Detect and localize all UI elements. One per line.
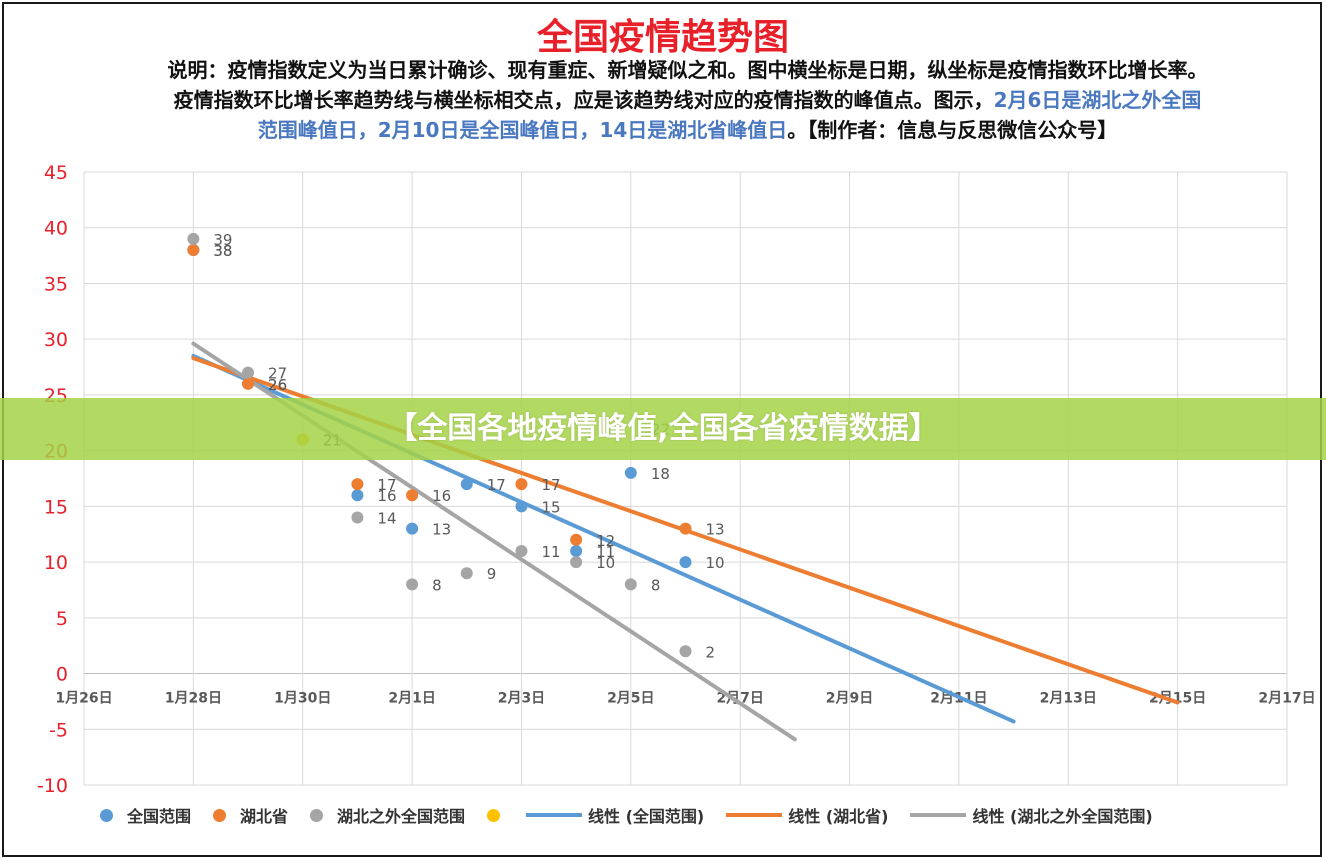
legend-label: 线性 (全国范围) [588,807,705,826]
data-point [351,511,364,524]
data-point [624,466,637,479]
data-label: 17 [541,476,560,494]
data-label: 18 [651,465,670,483]
chart-grid [83,171,1288,786]
legend-label: 线性 (湖北省) [788,807,889,826]
data-label: 38 [213,242,232,260]
legend-marker [487,808,501,822]
y-tick-label: 0 [56,664,68,686]
data-label: 2 [706,643,716,661]
y-tick-label: 15 [44,496,68,518]
chart-legend: 全国范围 湖北省 湖北之外全国范围 线性 (全国范围) 线性 (湖北省) 线性 (湖北之外… [100,800,1175,830]
data-point [187,232,200,245]
data-point [515,478,528,491]
legend-line [526,813,583,817]
y-tick-label: -5 [49,719,68,741]
y-tick-label: 30 [44,329,68,351]
x-tick-label: 1月30日 [274,691,331,707]
data-point [679,556,692,569]
data-point [351,478,364,491]
legend-item: 线性 (湖北之外全国范围) [910,803,1153,827]
data-point [624,578,637,591]
data-point [460,478,473,491]
data-label: 39 [213,231,232,249]
data-point [406,522,419,535]
legend-marker [213,808,227,822]
data-label: 16 [432,487,451,505]
data-label: 26 [268,376,287,394]
data-label: 8 [432,576,442,594]
y-tick-label: 5 [56,608,68,630]
data-label: 11 [596,543,615,561]
data-label: 9 [487,565,497,583]
legend-item: 湖北省 [213,803,288,827]
data-point [406,489,419,502]
chart-description: 说明：疫情指数定义为当日累计确诊、现有重症、新增疑似之和。图中横坐标是日期，纵坐… [165,55,1210,145]
data-label: 14 [377,510,396,528]
legend-label: 线性 (湖北之外全国范围) [972,807,1153,826]
y-tick-label: 40 [44,218,68,240]
banner-text: 【全国各地疫情峰值,全国各省疫情数据】 [387,411,939,446]
overlay-banner: 【全国各地疫情峰值,全国各省疫情数据】 [0,398,1326,460]
chart-title: 全国疫情趋势图 [536,17,789,58]
data-label: 8 [651,576,661,594]
y-tick-label: 35 [44,273,68,295]
legend-item: 湖北之外全国范围 [310,803,465,827]
legend-label: 全国范围 [127,807,192,826]
x-tick-label: 2月13日 [1040,691,1097,707]
data-point [679,522,692,535]
data-point [570,544,583,557]
data-label: 12 [596,532,615,550]
legend-line [910,813,967,817]
x-tick-label: 2月15日 [1149,691,1206,707]
data-point [242,377,255,390]
x-tick-label: 2月1日 [388,691,435,707]
x-tick-label: 2月5日 [607,691,654,707]
data-point [570,533,583,546]
data-label: 10 [706,554,725,572]
data-point [406,578,419,591]
legend-marker [100,808,113,822]
x-tick-label: 1月26日 [55,691,112,707]
y-tick-label: 45 [44,162,68,184]
x-tick-label: 2月17日 [1258,691,1315,707]
legend-label: 湖北省 [240,807,289,826]
x-tick-label: 1月28日 [165,691,222,707]
data-point [679,645,692,658]
legend-item: 线性 (全国范围) [526,803,704,827]
y-tick-label: -10 [37,775,68,797]
data-point [570,556,583,569]
legend-item: 线性 (湖北省) [726,803,888,827]
data-point [515,500,528,513]
legend-label: 湖北之外全国范围 [337,807,466,826]
data-label: 17 [487,476,506,494]
data-point [515,544,528,557]
data-label: 13 [432,521,451,539]
legend-item [487,808,514,822]
data-point [351,489,364,502]
data-label: 26 [268,376,287,394]
data-label: 15 [541,498,560,516]
legend-marker [310,808,324,822]
data-label: 27 [268,365,287,383]
data-label: 16 [377,487,396,505]
legend-line [726,813,783,817]
description-highlight: 2月6日是湖北之外全国范围峰值日，2月10日是全国峰值日，14日是湖北省峰值日 [257,88,1202,142]
data-label: 11 [541,543,560,561]
x-tick-label: 2月3日 [498,691,545,707]
data-point [460,567,473,580]
data-label: 17 [377,476,396,494]
x-tick-label: 2月9日 [826,691,873,707]
description-credit: 。【制作者：信息与反思微信公众号】 [787,118,1118,142]
data-label: 38 [213,242,232,260]
legend-item: 全国范围 [100,803,191,827]
description-text: 说明：疫情指数定义为当日累计确诊、现有重症、新增疑似之和。图中横坐标是日期，纵坐… [167,58,1208,112]
data-label: 10 [596,554,615,572]
data-point [187,244,200,257]
data-point [242,366,255,379]
y-tick-label: 10 [44,552,68,574]
data-label: 13 [706,521,725,539]
